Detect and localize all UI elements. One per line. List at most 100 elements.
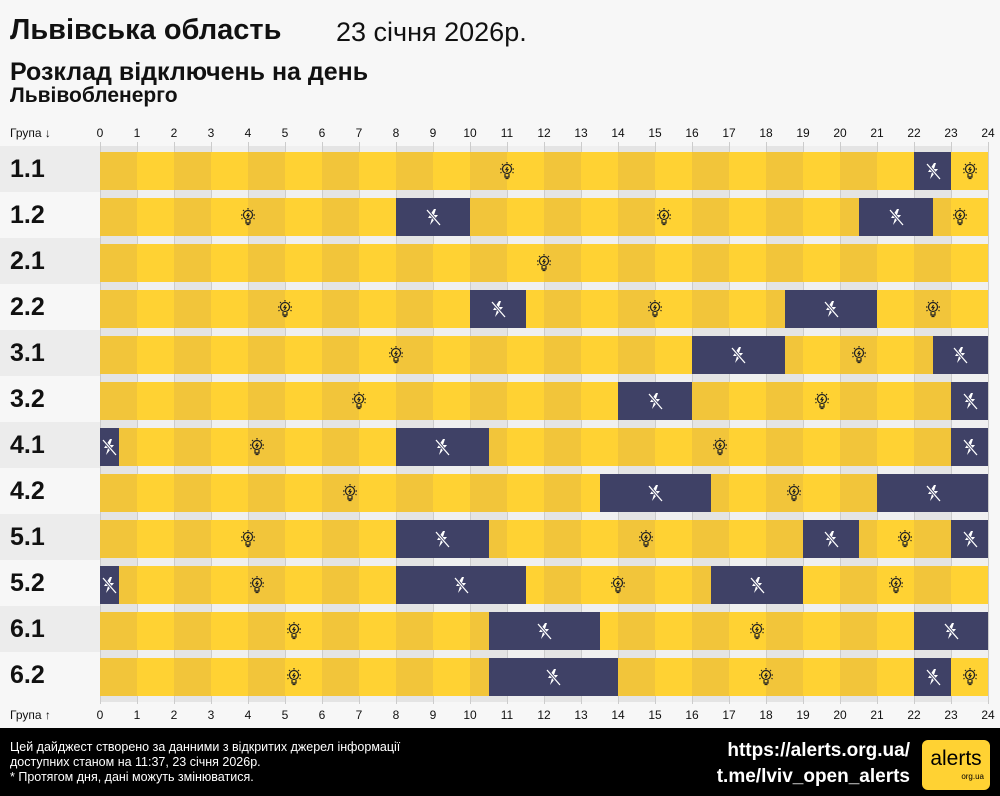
gridline [544,142,545,704]
hour-column [618,146,655,702]
power-on-segment [877,658,914,696]
tick-label-bottom: 21 [870,708,884,722]
power-on-segment [655,336,692,374]
power-on-segment [618,658,655,696]
hour-column [174,146,211,702]
footer: Цей дайджест створено за данними з відкр… [0,728,1000,796]
power-on-segment [174,612,211,650]
hour-column [470,146,507,702]
power-on-segment [840,612,877,650]
hour-column [359,146,396,702]
power-on-segment [285,336,322,374]
power-on-segment [729,244,766,282]
footer-line: * Протягом дня, дані можуть змінюватися. [10,770,254,784]
tick-label-bottom: 10 [463,708,477,722]
power-on-segment [544,520,581,558]
power-on-segment [285,244,322,282]
bulb-icon [849,345,869,365]
power-on-segment [581,198,618,236]
group-label: 1.2 [0,192,100,238]
power-on-segment [618,152,655,190]
power-on-segment [877,152,914,190]
gridline [914,142,915,704]
hour-column [248,146,285,702]
axis-label-bottom: Група ↑ [10,708,51,722]
power-on-segment [174,658,211,696]
power-on-segment [544,428,581,466]
no-power-icon [728,345,748,365]
hour-column [951,146,988,702]
power-on-segment [544,244,581,282]
site-link[interactable]: https://alerts.org.ua/ [727,740,910,761]
power-on-segment [433,244,470,282]
power-on-segment [655,566,692,604]
power-on-segment [729,198,766,236]
hour-column [100,146,137,702]
power-on-segment [840,152,877,190]
power-on-segment [544,336,581,374]
no-power-icon [645,391,665,411]
tick-label-bottom: 19 [796,708,810,722]
tick-label-top: 5 [281,126,289,140]
power-on-segment [877,428,914,466]
tick-label-top: 15 [648,126,662,140]
telegram-link[interactable]: t.me/lviv_open_alerts [716,766,910,787]
hour-column [914,146,951,702]
power-on-segment [248,336,285,374]
tick-label-top: 22 [907,126,921,140]
power-on-segment [137,566,174,604]
bulb-icon [636,529,656,549]
power-on-segment [803,198,840,236]
power-on-segment [766,244,803,282]
power-on-segment [729,612,766,650]
power-on-segment [766,198,803,236]
power-on-segment [470,152,507,190]
no-power-icon [432,437,452,457]
tick-label-bottom: 24 [981,708,995,722]
power-on-segment [507,520,544,558]
page-subtitle: Розклад відключень на день [10,58,369,86]
bulb-icon [747,621,767,641]
tick-label-top: 9 [429,126,437,140]
power-on-segment [433,474,470,512]
power-on-segment [729,382,766,420]
power-on-segment [729,428,766,466]
hour-column [507,146,544,702]
hour-column [137,146,174,702]
hour-column [581,146,618,702]
no-power-icon [923,483,943,503]
power-on-segment [803,566,840,604]
hour-column [433,146,470,702]
power-on-segment [766,382,803,420]
power-on-segment [507,382,544,420]
power-on-segment [359,428,396,466]
power-on-segment [211,566,248,604]
tick-label-top: 19 [796,126,810,140]
gridline [470,142,471,704]
power-on-segment [914,428,951,466]
date: 23 січня 2026р. [336,17,527,47]
gridline [988,142,989,704]
power-on-segment [544,198,581,236]
bulb-icon [608,575,628,595]
power-on-segment [137,520,174,558]
power-on-segment [100,152,137,190]
power-on-segment [174,152,211,190]
power-on-segment [914,520,951,558]
power-on-segment [211,612,248,650]
power-on-segment [433,382,470,420]
power-on-segment [137,474,174,512]
gridline [248,142,249,704]
bulb-icon [386,345,406,365]
footer-line: доступних станом на 11:37, 23 січня 2026… [10,755,261,769]
power-on-segment [359,336,396,374]
gridline [433,142,434,704]
power-on-segment [396,244,433,282]
group-label: 5.2 [0,560,100,606]
power-on-segment [211,152,248,190]
group-label: 3.1 [0,330,100,376]
power-on-segment [914,244,951,282]
gridline [766,142,767,704]
power-on-segment [359,152,396,190]
power-on-segment [137,290,174,328]
